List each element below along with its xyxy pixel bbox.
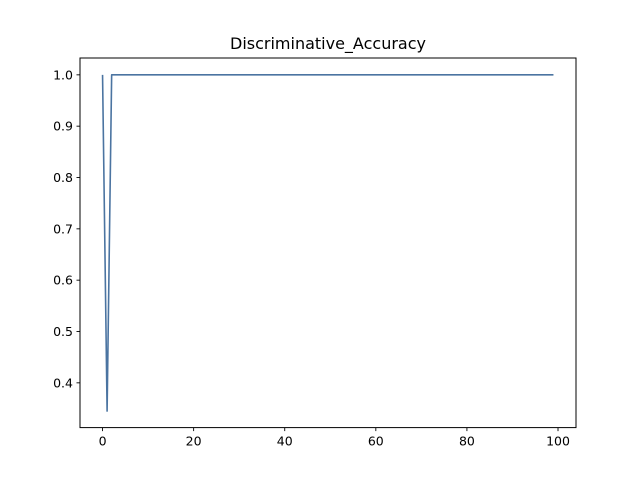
y-axis-ticks: 0.4 0.5 0.6 0.7 0.8 0.9 1.0	[53, 67, 80, 390]
x-axis-ticks: 0 20 40 60 80 100	[99, 427, 570, 449]
x-tick-label: 0	[99, 434, 107, 449]
y-tick-label: 0.8	[53, 170, 73, 185]
y-tick-label: 0.4	[53, 375, 73, 390]
axes-frame	[79, 57, 577, 429]
x-tick-label: 40	[277, 434, 293, 449]
x-tick-label: 60	[368, 434, 384, 449]
x-tick-label: 20	[186, 434, 202, 449]
y-tick-label: 0.6	[53, 273, 73, 288]
y-tick-label: 0.9	[53, 119, 73, 134]
chart-title: Discriminative_Accuracy	[230, 34, 426, 54]
y-tick-label: 0.5	[53, 324, 73, 339]
plot-area	[101, 74, 554, 412]
y-tick-label: 1.0	[53, 67, 73, 82]
x-tick-label: 80	[459, 434, 475, 449]
series-line-0	[101, 74, 554, 412]
y-tick-label: 0.7	[53, 221, 73, 236]
x-tick-label: 100	[546, 434, 570, 449]
